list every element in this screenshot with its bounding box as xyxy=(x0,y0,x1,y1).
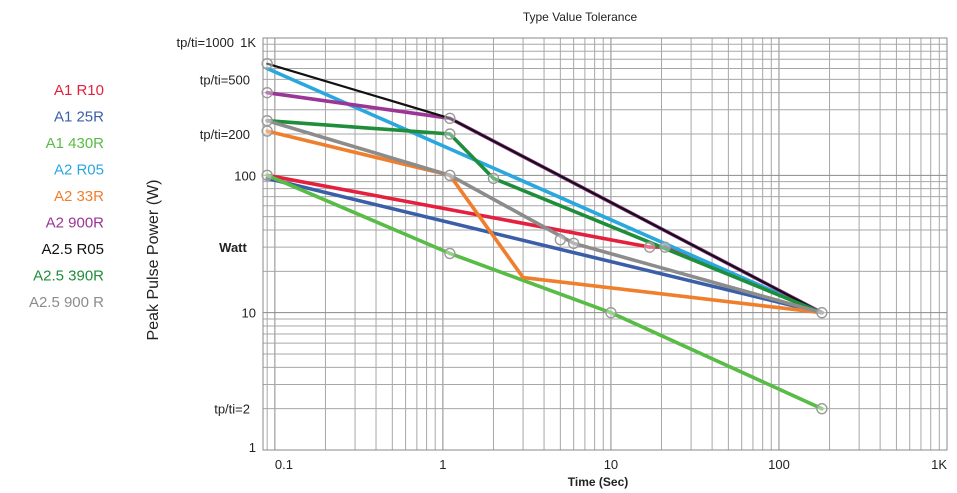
y-annotation-label: tp/ti=2 xyxy=(214,402,250,417)
series-line-a2-5-390r xyxy=(265,118,824,315)
x-tick-label: 0.1 xyxy=(275,457,293,472)
y-axis-annotation: Watt xyxy=(219,240,247,255)
y-annotation-label: tp/ti=500 xyxy=(200,72,250,87)
x-tick-label: 100 xyxy=(768,457,790,472)
data-marker xyxy=(444,112,456,125)
y-annotation-label: tp/ti=200 xyxy=(200,127,250,142)
series-line-a2-5-r05 xyxy=(266,62,824,314)
data-marker xyxy=(444,247,456,260)
x-tick-label: 1 xyxy=(439,457,446,472)
y-tick-label: 10 xyxy=(242,306,256,321)
data-marker xyxy=(261,125,273,137)
legend-entry-a2-5-r05: A2.5 R05 xyxy=(41,241,104,258)
series-lines xyxy=(265,62,824,411)
data-marker xyxy=(554,233,567,246)
legend: A1 R10 A1 25R A1 430R A2 R05 A2 33R A2 900R A2… xyxy=(29,82,104,311)
data-marker xyxy=(487,172,500,185)
data-marker xyxy=(643,241,656,253)
legend-entry-a2-r05: A2 R05 xyxy=(54,162,104,179)
x-axis-label: Time (Sec) xyxy=(568,475,628,489)
data-marker xyxy=(816,402,828,415)
legend-entry-a1-430r: A1 430R xyxy=(46,135,105,152)
series-line-a2-r05 xyxy=(265,66,824,315)
y-tick-label: 1 xyxy=(249,440,256,455)
legend-entry-a2-33r: A2 33R xyxy=(54,188,104,205)
series-line-a1-25r xyxy=(265,176,824,315)
chart-title: Type Value Tolerance xyxy=(523,10,638,24)
legend-entry-a2-900r: A2 900R xyxy=(46,215,105,232)
legend-entry-a1-r10: A1 R10 xyxy=(54,82,104,99)
x-tick-label: 1K xyxy=(931,457,947,472)
data-marker xyxy=(261,114,273,127)
y-tick-label: 100 xyxy=(234,168,256,183)
y-axis-label: Peak Pulse Power (W) xyxy=(145,180,162,341)
series-line-a1-430r xyxy=(265,173,824,411)
data-marker xyxy=(816,306,828,319)
y-tick-label: 1K xyxy=(240,35,256,50)
data-marker xyxy=(444,169,456,182)
data-marker xyxy=(444,128,456,140)
data-marker xyxy=(261,57,273,70)
series-line-a2-33r xyxy=(265,129,824,315)
legend-entry-a2-5-390r: A2.5 390R xyxy=(33,268,104,285)
x-tick-label: 10 xyxy=(604,457,618,472)
grid xyxy=(262,37,948,451)
y-annotation-label: tp/ti=1000 xyxy=(177,35,234,50)
data-marker xyxy=(567,237,580,249)
data-marker xyxy=(261,86,273,99)
data-marker xyxy=(605,306,617,319)
tick-labels: 0.1 1 10 100 1K 1 10 100 1K tp/ti=1000 tp/ti=500 tp… xyxy=(177,35,948,472)
data-marker xyxy=(659,241,671,253)
plot-frame xyxy=(262,37,948,451)
series-line-a2-5-900-r xyxy=(265,118,824,315)
data-markers xyxy=(261,57,828,415)
legend-entry-a2-5-900-r: A2.5 900 R xyxy=(29,294,104,311)
data-marker xyxy=(261,169,273,182)
legend-entry-a1-25r: A1 25R xyxy=(54,109,104,126)
